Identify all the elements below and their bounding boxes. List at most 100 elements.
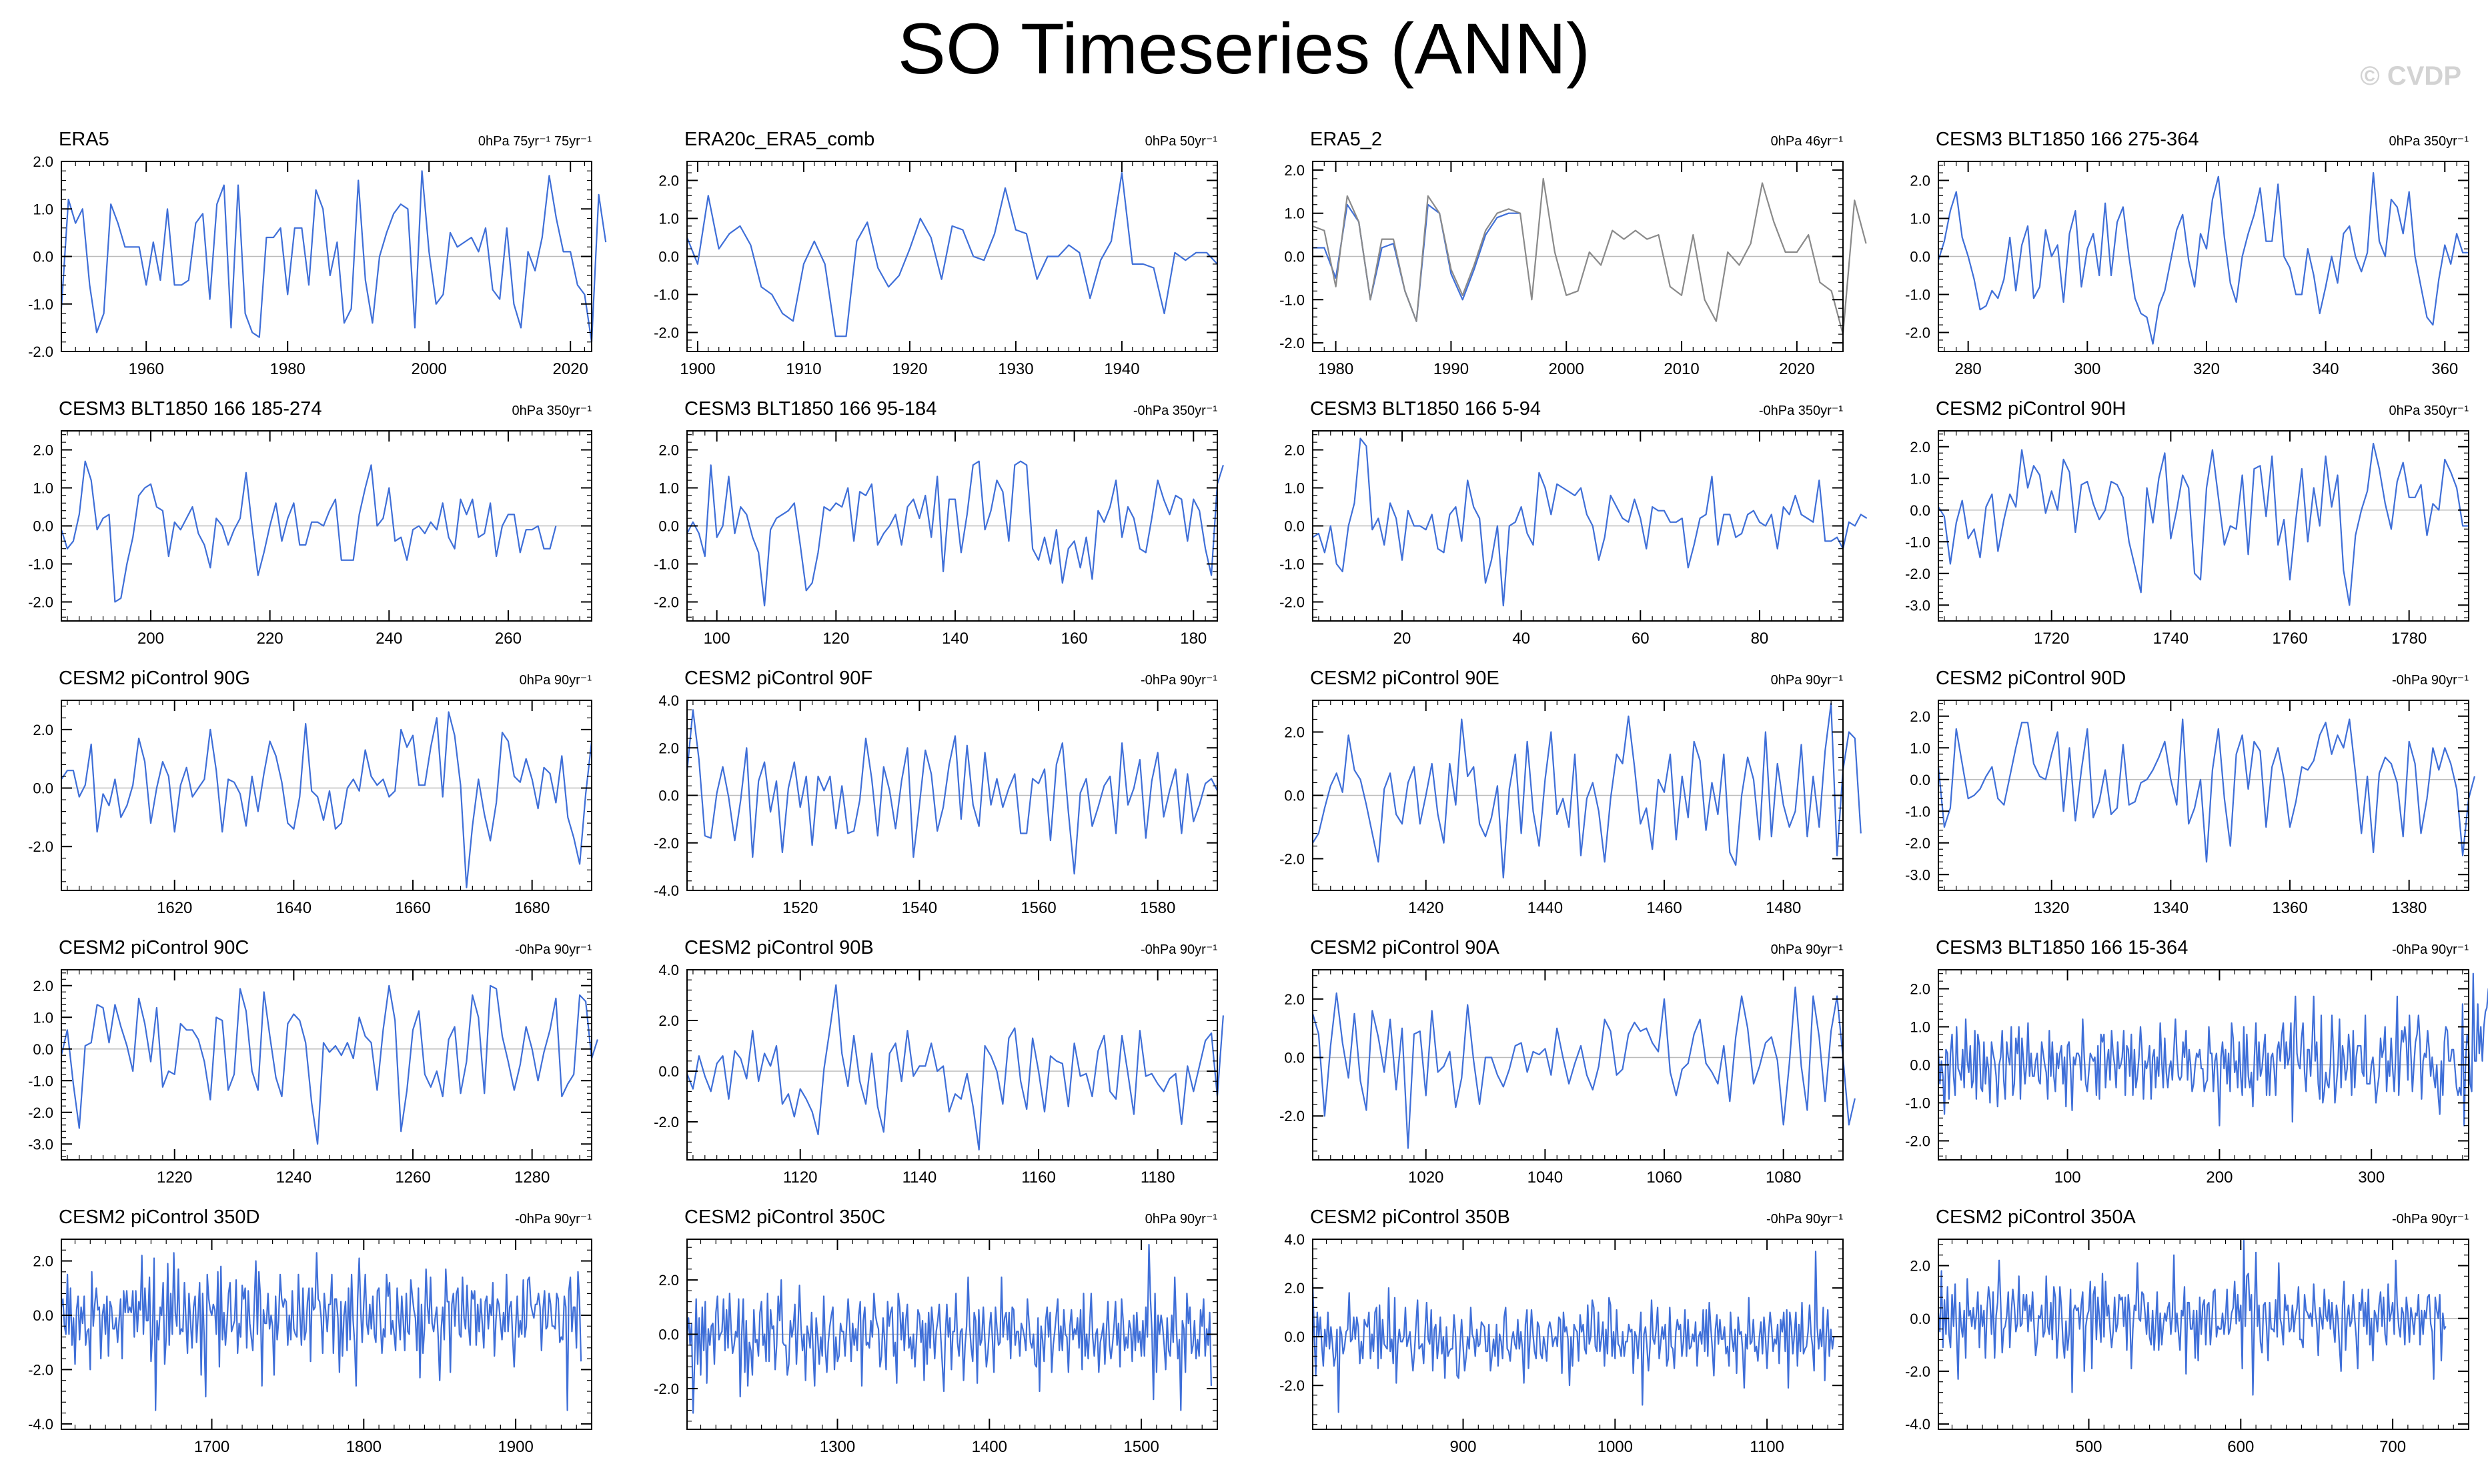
y-tick-label: -1.0	[28, 296, 53, 313]
y-tick-label: -2.0	[654, 325, 679, 341]
series-line-0	[1937, 718, 2475, 863]
y-tick-label: -2.0	[1279, 594, 1305, 611]
timeseries-panel: CESM3 BLT1850 166 275-364 0hPa 350yr⁻¹ 280…	[1905, 129, 2469, 378]
x-tick-label: 320	[2193, 360, 2220, 378]
y-tick-label: 2.0	[33, 442, 53, 459]
x-tick-label: 300	[2074, 360, 2100, 378]
y-tick-label: 0.0	[1910, 1311, 1930, 1327]
y-tick-label: 0.0	[33, 1041, 53, 1058]
series-line-0	[60, 1252, 582, 1411]
timeseries-panel: CESM2 piControl 350B -0hPa 90yr⁻¹ 900 1000 1…	[1279, 1207, 1844, 1456]
panel-subtitle: -0hPa 90yr⁻¹	[1141, 673, 1217, 688]
panel-title: CESM2 piControl 90F	[684, 668, 872, 689]
x-tick-label: 340	[2313, 360, 2339, 378]
x-tick-label: 1120	[783, 1169, 818, 1187]
panel-subtitle: 0hPa 350yr⁻¹	[2389, 134, 2469, 149]
x-tick-label: 140	[942, 630, 969, 648]
series-line-0	[60, 170, 607, 343]
panel-subtitle: -0hPa 90yr⁻¹	[515, 942, 592, 957]
x-tick-label: 1040	[1527, 1169, 1563, 1187]
x-tick-label: 1260	[395, 1169, 430, 1187]
series-line-0	[1938, 442, 2469, 606]
y-tick-label: -2.0	[1279, 1108, 1305, 1125]
y-tick-label: -1.0	[1905, 803, 1930, 820]
panel-title: CESM2 piControl 350C	[684, 1207, 885, 1228]
x-tick-label: 1980	[1318, 360, 1353, 378]
y-tick-label: 0.0	[1910, 249, 1930, 265]
plot-frame	[1312, 969, 1844, 1161]
x-tick-label: 2000	[1549, 360, 1584, 378]
plot-frame	[61, 700, 592, 891]
y-tick-label: -2.0	[1905, 1133, 1930, 1150]
page-title: SO Timeseries (ANN)	[897, 8, 1591, 89]
x-tick-label: 1100	[1750, 1438, 1784, 1456]
x-tick-label: 1990	[1433, 360, 1469, 378]
panel-subtitle: 0hPa 90yr⁻¹	[520, 673, 592, 688]
y-tick-label: 2.0	[1284, 724, 1305, 741]
x-tick-label: 1420	[1408, 899, 1443, 917]
panel-title: CESM3 BLT1850 166 185-274	[59, 398, 322, 420]
panel-title: CESM2 piControl 90C	[59, 937, 249, 958]
plot-frame	[1312, 1239, 1844, 1430]
plot-frame	[1938, 430, 2469, 622]
plot-frame	[1938, 1239, 2469, 1430]
panel-title: CESM2 piControl 90A	[1310, 937, 1499, 958]
y-tick-label: -1.0	[28, 556, 53, 573]
timeseries-panel: CESM3 BLT1850 166 95-184 -0hPa 350yr⁻¹ 100…	[654, 398, 1224, 648]
panel-subtitle: 0hPa 46yr⁻¹	[1771, 134, 1844, 149]
y-tick-label: 2.0	[1284, 1280, 1305, 1297]
y-tick-label: 0.0	[1284, 518, 1305, 535]
x-tick-label: 1520	[782, 899, 818, 917]
y-tick-label: 2.0	[658, 740, 679, 756]
y-tick-label: 0.0	[33, 249, 53, 265]
x-tick-label: 260	[495, 630, 522, 648]
x-tick-label: 1700	[194, 1438, 229, 1456]
x-tick-label: 1480	[1766, 899, 1801, 917]
x-tick-label: 1500	[1123, 1438, 1159, 1456]
series-line-0	[60, 460, 557, 603]
y-tick-label: 0.0	[658, 1327, 679, 1343]
y-tick-label: -2.0	[1905, 325, 1930, 341]
timeseries-panel: CESM2 piControl 90D -0hPa 90yr⁻¹ 1320 1340 1…	[1905, 668, 2475, 917]
x-tick-label: 1580	[1140, 899, 1175, 917]
y-tick-label: 1.0	[33, 201, 53, 217]
x-tick-label: 1180	[1141, 1169, 1175, 1187]
panel-subtitle: -0hPa 90yr⁻¹	[1141, 942, 1217, 957]
y-tick-label: 2.0	[1910, 439, 1930, 456]
x-tick-label: 1000	[1598, 1438, 1633, 1456]
y-tick-label: -4.0	[1905, 1416, 1930, 1433]
x-tick-label: 1900	[498, 1438, 533, 1456]
x-tick-label: 1960	[129, 360, 164, 378]
x-tick-label: 1380	[2391, 899, 2427, 917]
series-line-0	[1311, 986, 1856, 1149]
x-tick-label: 20	[1393, 630, 1411, 648]
x-tick-label: 700	[2379, 1438, 2406, 1456]
y-tick-label: 1.0	[1910, 211, 1930, 227]
y-tick-label: 0.0	[1910, 1057, 1930, 1074]
series-line-0	[1937, 1238, 2447, 1396]
y-tick-label: -1.0	[654, 556, 679, 573]
y-tick-label: 0.0	[33, 518, 53, 535]
y-tick-label: -2.0	[654, 1114, 679, 1131]
y-tick-label: 1.0	[1284, 480, 1305, 497]
x-tick-label: 1760	[2272, 630, 2307, 648]
x-tick-label: 200	[2206, 1169, 2233, 1187]
series-line-0	[1312, 438, 1868, 607]
y-tick-label: 0.0	[1284, 788, 1305, 804]
x-tick-label: 1240	[276, 1169, 312, 1187]
x-tick-label: 220	[257, 630, 283, 648]
series-line-0	[61, 711, 593, 888]
x-tick-label: 1720	[2034, 630, 2069, 648]
x-tick-label: 1800	[346, 1438, 382, 1456]
panel-subtitle: 0hPa 350yr⁻¹	[2389, 404, 2469, 418]
y-tick-label: -2.0	[1279, 851, 1305, 868]
panel-subtitle: 0hPa 75yr⁻¹ 75yr⁻¹	[478, 134, 592, 149]
panel-title: CESM2 piControl 90E	[1310, 668, 1499, 689]
y-tick-label: -2.0	[28, 1361, 53, 1378]
x-tick-label: 2020	[1779, 360, 1814, 378]
x-tick-label: 500	[2075, 1438, 2102, 1456]
y-tick-label: -4.0	[654, 882, 679, 899]
y-tick-label: -2.0	[1279, 1377, 1305, 1394]
series-line-0	[1311, 1251, 1835, 1413]
